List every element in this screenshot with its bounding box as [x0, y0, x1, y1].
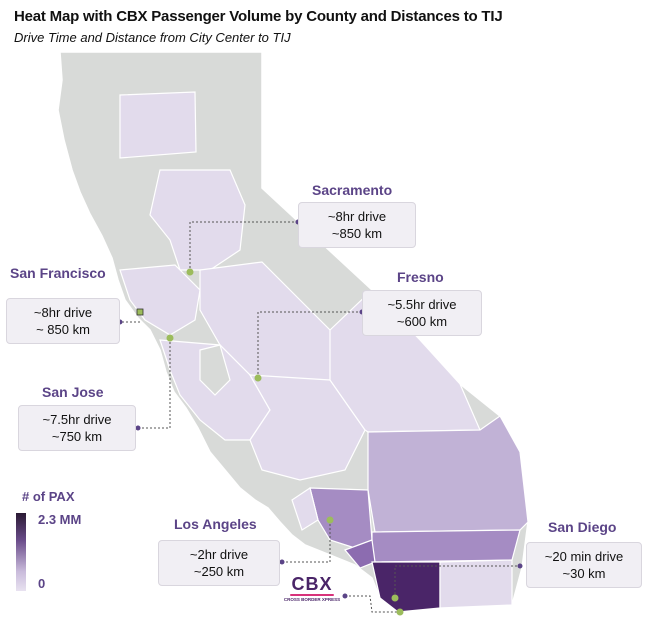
callout-time: ~7.5hr drive [42, 412, 112, 427]
city-label-san-diego: San Diego [548, 519, 617, 535]
callout-time: ~8hr drive [33, 305, 93, 320]
cbx-logo-swoosh [290, 594, 334, 596]
county-ventura [291, 487, 319, 531]
leader-dot-san-jose [135, 425, 141, 431]
leader-los-angeles [282, 520, 331, 563]
legend-title: # of PAX [22, 489, 75, 504]
legend-max-label: 2.3 MM [38, 512, 82, 527]
cbx-logo: CBX CROSS BORDER XPRESS [282, 574, 342, 608]
leader-cbx [345, 595, 400, 613]
leader-dot-los-angeles [279, 559, 285, 565]
callout-distance: ~850 km [331, 226, 383, 241]
leader-dot-cbx [342, 593, 348, 599]
callout-time: ~8hr drive [327, 209, 387, 224]
city-marker-san-diego [391, 594, 399, 602]
callout-san-francisco: ~8hr drive ~ 850 km [6, 298, 120, 344]
chart-title: Heat Map with CBX Passenger Volume by Co… [14, 8, 503, 25]
cbx-logo-tagline: CROSS BORDER XPRESS [283, 597, 341, 602]
city-marker-san-jose [166, 334, 174, 342]
city-label-san-jose: San Jose [42, 384, 104, 400]
callout-time: ~2hr drive [189, 547, 249, 562]
leader-sacramento [189, 221, 298, 272]
city-marker-sacramento [186, 268, 194, 276]
city-marker-san-francisco [136, 308, 144, 316]
callout-distance: ~250 km [193, 564, 245, 579]
county-northern [119, 91, 197, 159]
callout-fresno: ~5.5hr drive ~600 km [362, 290, 482, 336]
cbx-logo-text: CBX [291, 574, 333, 594]
city-marker-fresno [254, 374, 262, 382]
county-riverside [371, 529, 521, 563]
leader-fresno [257, 311, 362, 378]
county-san-diego [371, 561, 441, 613]
callout-san-diego: ~20 min drive ~30 km [526, 542, 642, 588]
callout-los-angeles: ~2hr drive ~250 km [158, 540, 280, 586]
city-label-sacramento: Sacramento [312, 182, 393, 198]
callout-distance: ~30 km [562, 566, 606, 581]
county-imperial [439, 559, 513, 609]
city-label-los-angeles: Los Angeles [174, 516, 257, 532]
leader-san-diego [394, 565, 520, 598]
legend-color-scale [16, 513, 26, 591]
callout-distance: ~750 km [51, 429, 103, 444]
callout-san-jose: ~7.5hr drive ~750 km [18, 405, 136, 451]
callout-distance: ~600 km [396, 314, 448, 329]
city-marker-cbx [396, 608, 404, 616]
callout-time: ~5.5hr drive [387, 297, 457, 312]
callout-sacramento: ~8hr drive ~850 km [298, 202, 416, 248]
county-gray-foothill [199, 344, 231, 396]
chart-subtitle: Drive Time and Distance from City Center… [14, 30, 291, 45]
callout-distance: ~ 850 km [36, 322, 90, 337]
county-bay-area [119, 264, 201, 336]
county-san-bernardino [367, 415, 529, 533]
city-marker-los-angeles [326, 516, 334, 524]
city-label-fresno: Fresno [397, 269, 444, 285]
callout-time: ~20 min drive [544, 549, 624, 564]
leader-san-jose [138, 338, 171, 429]
legend-min-label: 0 [38, 576, 46, 591]
city-label-san-francisco: San Francisco [10, 265, 106, 281]
leader-dot-san-diego [517, 563, 523, 569]
